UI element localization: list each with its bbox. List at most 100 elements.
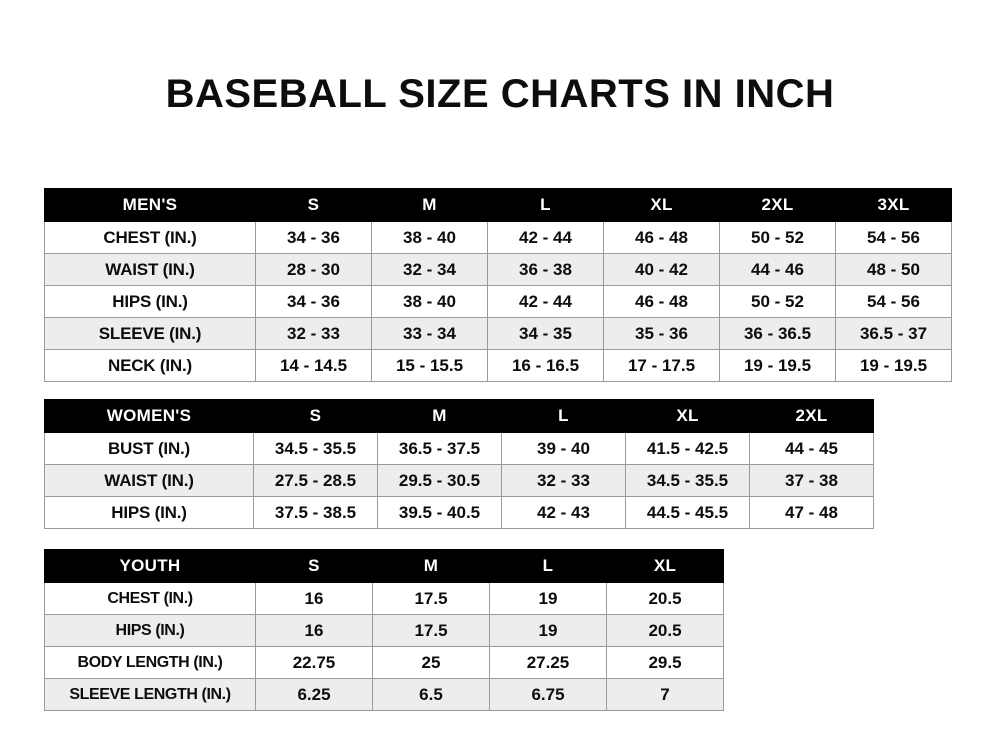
table-header-row: MEN'S S M L XL 2XL 3XL [44,188,952,222]
column-header-l: L [501,399,626,433]
cell-value: 7 [606,678,724,711]
cell-value: 35 - 36 [603,317,720,350]
cell-value: 32 - 34 [371,253,488,286]
cell-value: 19 - 19.5 [719,349,836,382]
cell-value: 32 - 33 [255,317,372,350]
cell-value: 44 - 45 [749,432,874,465]
cell-value: 25 [372,646,490,679]
column-header-m: M [372,549,490,583]
cell-value: 42 - 44 [487,285,604,318]
cell-value: 19 [489,582,607,615]
table-row: HIPS (IN.) 34 - 36 38 - 40 42 - 44 46 - … [44,285,952,318]
cell-value: 42 - 43 [501,496,626,529]
youth-size-table: YOUTH S M L XL CHEST (IN.) 16 17.5 19 20… [44,549,724,711]
cell-value: 54 - 56 [835,285,952,318]
cell-value: 27.5 - 28.5 [253,464,378,497]
cell-value: 16 [255,582,373,615]
table-row: SLEEVE LENGTH (IN.) 6.25 6.5 6.75 7 [44,678,724,711]
cell-value: 47 - 48 [749,496,874,529]
cell-value: 29.5 - 30.5 [377,464,502,497]
column-header-m: M [371,188,488,222]
mens-size-table: MEN'S S M L XL 2XL 3XL CHEST (IN.) 34 - … [44,188,952,382]
cell-value: 36.5 - 37.5 [377,432,502,465]
column-header-s: S [253,399,378,433]
cell-value: 16 - 16.5 [487,349,604,382]
cell-value: 34 - 36 [255,221,372,254]
table-row: WAIST (IN.) 27.5 - 28.5 29.5 - 30.5 32 -… [44,464,874,497]
row-label: BUST (IN.) [44,432,254,465]
column-header-s: S [255,188,372,222]
cell-value: 41.5 - 42.5 [625,432,750,465]
column-header-xl: XL [603,188,720,222]
table-row: HIPS (IN.) 37.5 - 38.5 39.5 - 40.5 42 - … [44,496,874,529]
table-row: HIPS (IN.) 16 17.5 19 20.5 [44,614,724,647]
table-row: BUST (IN.) 34.5 - 35.5 36.5 - 37.5 39 - … [44,432,874,465]
column-header-2xl: 2XL [719,188,836,222]
cell-value: 19 [489,614,607,647]
table-header-row: YOUTH S M L XL [44,549,724,583]
cell-value: 16 [255,614,373,647]
column-header-2xl: 2XL [749,399,874,433]
cell-value: 20.5 [606,614,724,647]
cell-value: 34 - 35 [487,317,604,350]
cell-value: 50 - 52 [719,285,836,318]
column-header-category: MEN'S [44,188,256,222]
row-label: CHEST (IN.) [44,582,256,615]
table-row: CHEST (IN.) 16 17.5 19 20.5 [44,582,724,615]
cell-value: 28 - 30 [255,253,372,286]
column-header-l: L [487,188,604,222]
youth-table-body: CHEST (IN.) 16 17.5 19 20.5 HIPS (IN.) 1… [44,582,724,711]
cell-value: 17.5 [372,614,490,647]
row-label: WAIST (IN.) [44,464,254,497]
cell-value: 22.75 [255,646,373,679]
row-label: SLEEVE LENGTH (IN.) [44,678,256,711]
column-header-xl: XL [606,549,724,583]
table-row: NECK (IN.) 14 - 14.5 15 - 15.5 16 - 16.5… [44,349,952,382]
cell-value: 46 - 48 [603,285,720,318]
cell-value: 39 - 40 [501,432,626,465]
cell-value: 27.25 [489,646,607,679]
cell-value: 34 - 36 [255,285,372,318]
cell-value: 40 - 42 [603,253,720,286]
table-header-row: WOMEN'S S M L XL 2XL [44,399,874,433]
column-header-m: M [377,399,502,433]
youth-table-header: YOUTH S M L XL [44,549,724,583]
cell-value: 17.5 [372,582,490,615]
cell-value: 37.5 - 38.5 [253,496,378,529]
row-label: HIPS (IN.) [44,496,254,529]
cell-value: 48 - 50 [835,253,952,286]
row-label: CHEST (IN.) [44,221,256,254]
cell-value: 34.5 - 35.5 [253,432,378,465]
cell-value: 46 - 48 [603,221,720,254]
womens-size-table: WOMEN'S S M L XL 2XL BUST (IN.) 34.5 - 3… [44,399,874,529]
cell-value: 17 - 17.5 [603,349,720,382]
cell-value: 36 - 36.5 [719,317,836,350]
column-header-category: YOUTH [44,549,256,583]
cell-value: 6.25 [255,678,373,711]
cell-value: 50 - 52 [719,221,836,254]
cell-value: 15 - 15.5 [371,349,488,382]
table-row: BODY LENGTH (IN.) 22.75 25 27.25 29.5 [44,646,724,679]
cell-value: 39.5 - 40.5 [377,496,502,529]
cell-value: 6.5 [372,678,490,711]
cell-value: 32 - 33 [501,464,626,497]
cell-value: 42 - 44 [487,221,604,254]
table-row: SLEEVE (IN.) 32 - 33 33 - 34 34 - 35 35 … [44,317,952,350]
cell-value: 20.5 [606,582,724,615]
mens-table-header: MEN'S S M L XL 2XL 3XL [44,188,952,222]
table-row: WAIST (IN.) 28 - 30 32 - 34 36 - 38 40 -… [44,253,952,286]
row-label: HIPS (IN.) [44,285,256,318]
cell-value: 54 - 56 [835,221,952,254]
table-row: CHEST (IN.) 34 - 36 38 - 40 42 - 44 46 -… [44,221,952,254]
row-label: HIPS (IN.) [44,614,256,647]
row-label: BODY LENGTH (IN.) [44,646,256,679]
page-title: BASEBALL SIZE CHARTS IN INCH [165,72,835,116]
cell-value: 37 - 38 [749,464,874,497]
cell-value: 29.5 [606,646,724,679]
womens-table-body: BUST (IN.) 34.5 - 35.5 36.5 - 37.5 39 - … [44,432,874,529]
cell-value: 34.5 - 35.5 [625,464,750,497]
column-header-category: WOMEN'S [44,399,254,433]
column-header-xl: XL [625,399,750,433]
cell-value: 36.5 - 37 [835,317,952,350]
